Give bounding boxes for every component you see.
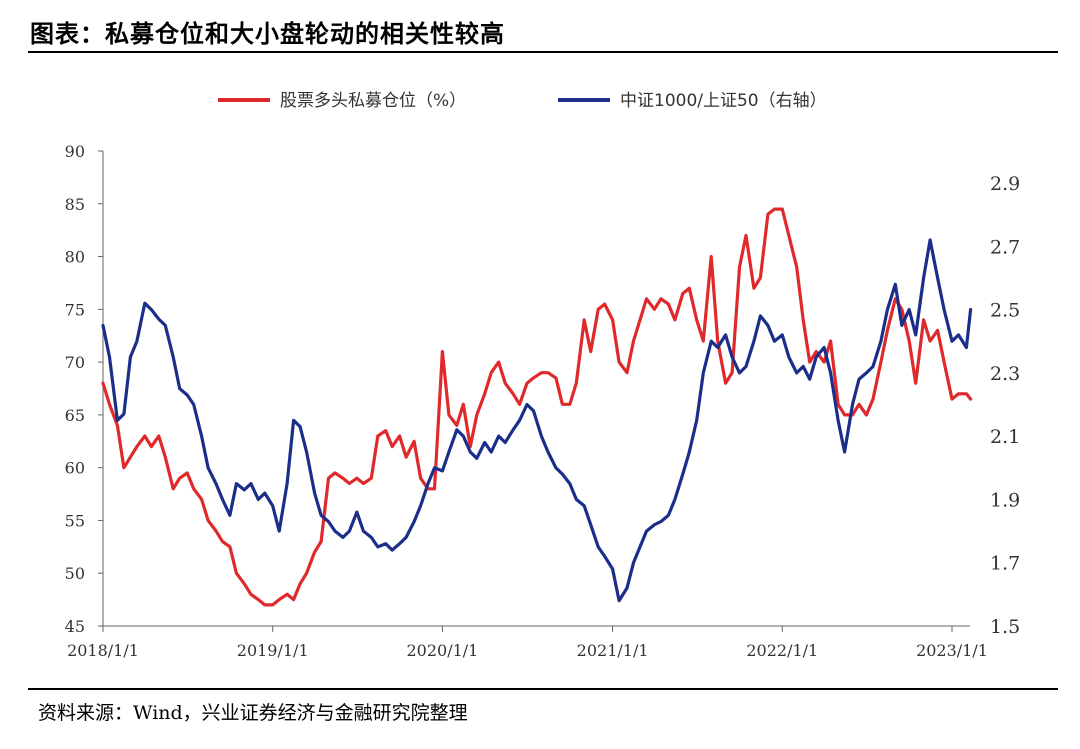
x-tick-label: 2023/1/1 [916,641,988,660]
y-left-tick-label: 70 [65,353,85,372]
x-tick-label: 2021/1/1 [577,641,649,660]
y-right-tick-label: 1.9 [990,489,1020,511]
source-note: 资料来源：Wind，兴业证券经济与金融研究院整理 [38,702,468,724]
y-left-tick-label: 65 [65,406,85,425]
x-tick-label: 2018/1/1 [67,641,139,660]
y-right-tick-label: 1.5 [990,616,1020,638]
source-divider [28,688,1058,690]
y-left-tick-label: 45 [65,617,85,636]
y-left-tick-label: 80 [65,248,85,267]
y-left-tick-label: 55 [65,511,85,530]
legend: 股票多头私募仓位（%） 中证1000/上证50（右轴） [218,91,827,111]
x-tick-label: 2022/1/1 [746,641,818,660]
series [101,207,973,607]
legend-label-ratio: 中证1000/上证50（右轴） [620,91,827,111]
y-left-tick-label: 50 [65,564,85,583]
y-right-tick-label: 2.5 [990,300,1020,322]
y-right-tick-label: 2.7 [990,236,1020,258]
y-left-tick-label: 90 [65,142,85,161]
y-right-tick-label: 2.9 [990,173,1020,195]
y-left-tick-label: 75 [65,300,85,319]
y-right-tick-label: 2.3 [990,363,1020,385]
title-divider [28,51,1058,53]
series-line-position [101,207,973,607]
y-right-tick-label: 2.1 [990,426,1020,448]
page-title: 图表：私募仓位和大小盘轮动的相关性较高 [30,20,505,48]
legend-label-position: 股票多头私募仓位（%） [280,91,466,111]
series-line-ratio [101,238,973,603]
y-left-tick-label: 85 [65,195,85,214]
x-tick-label: 2019/1/1 [237,641,309,660]
axes: 45 50 55 60 65 70 75 80 85 90 1.5 1.7 1.9 2.1 2.3 2.5 2.… [65,142,1021,660]
y-left-tick-label: 60 [65,459,85,478]
x-tick-label: 2020/1/1 [406,641,478,660]
y-right-tick-label: 1.7 [990,553,1020,575]
